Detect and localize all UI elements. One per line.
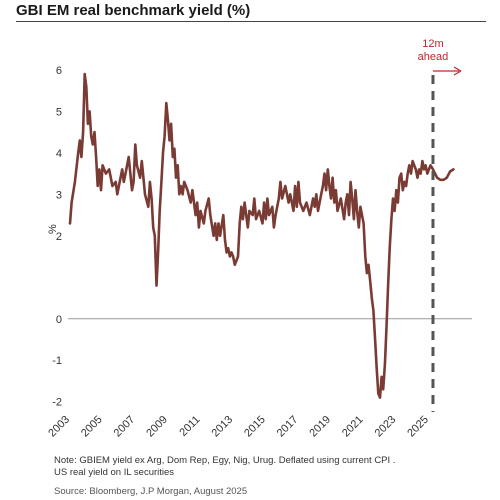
forecast-label-line-2: ahead (418, 51, 449, 63)
x-tick-label: 2025 (405, 414, 431, 440)
footnote: Note: GBIEM yield ex Arg, Dom Rep, Egy, … (54, 455, 474, 479)
y-tick-label: 6 (56, 65, 62, 77)
forecast-label-line-1: 12m (422, 38, 443, 50)
x-tick-label: 2023 (373, 414, 399, 440)
series-layer (68, 72, 455, 399)
x-tick-label: 2005 (79, 414, 105, 440)
x-tick-label: 2007 (112, 414, 138, 440)
x-tick-label: 2013 (209, 414, 235, 440)
footnote-line-2: US real yield on IL securities (54, 467, 175, 478)
title-divider (16, 21, 486, 22)
x-tick-label: 2015 (242, 414, 268, 440)
y-tick-label: 5 (56, 106, 62, 118)
y-tick-label: 3 (56, 189, 62, 201)
x-tick-label: 2003 (46, 414, 72, 440)
chart-title: GBI EM real benchmark yield (%) (16, 2, 251, 19)
y-tick-label: 2 (56, 231, 62, 243)
y-axis-label: % (47, 224, 59, 234)
y-axis-ticks: 6 5 4 3 2 0 -1 -2 (52, 65, 62, 409)
y-tick-label: -1 (52, 355, 62, 367)
x-tick-label: 2009 (144, 414, 170, 440)
x-tick-label: 2019 (307, 414, 333, 440)
y-tick-label: 0 (56, 314, 62, 326)
y-tick-label: 4 (56, 148, 62, 160)
y-tick-label: -2 (52, 397, 62, 409)
x-tick-label: 2017 (275, 414, 301, 440)
series-line-0 (68, 72, 455, 399)
footnote-line-1: Note: GBIEM yield ex Arg, Dom Rep, Egy, … (54, 455, 396, 466)
x-tick-label: 2021 (340, 414, 366, 440)
x-axis-ticks: 2003 2005 2007 2009 2011 2013 2015 2017 2019 2021… (46, 414, 431, 440)
x-tick-label: 2011 (177, 414, 202, 439)
forecast-arrow-head (453, 66, 462, 76)
source-line: Source: Bloomberg, J.P Morgan, August 20… (54, 486, 248, 497)
